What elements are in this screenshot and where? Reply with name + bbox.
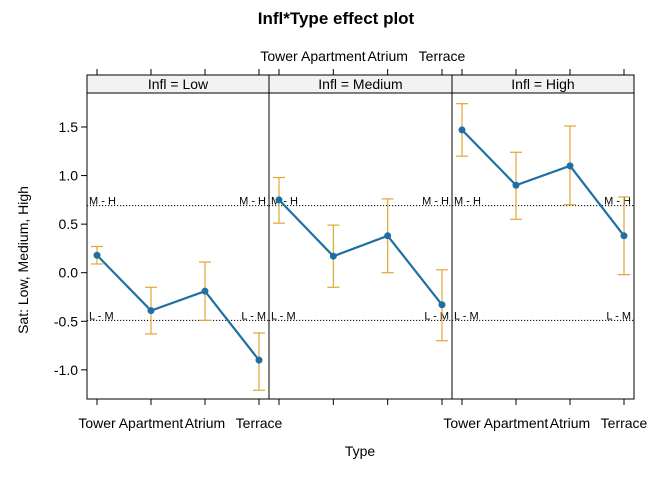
x-tick-label-bottom: Apartment — [484, 415, 549, 431]
reference-label-right: L - M — [241, 310, 266, 322]
y-tick-label: -0.5 — [54, 313, 78, 329]
reference-label-left: M - H — [454, 196, 481, 208]
y-axis: -1.0 -0.5 0.0 0.5 1.0 1.5 — [54, 119, 87, 378]
x-tick-label-top: Atrium — [367, 48, 407, 64]
effect-line — [96, 254, 260, 361]
y-tick-label: -1.0 — [54, 362, 78, 378]
bottom-axis-tick-labels: Tower Apartment Atrium Terrace Tower Apartmen… — [78, 399, 648, 431]
data-point — [384, 232, 392, 240]
x-tick-label-bottom: Atrium — [550, 415, 590, 431]
data-point — [438, 301, 446, 309]
panel-frame — [451, 92, 635, 400]
y-tick-label: 0.5 — [59, 216, 79, 232]
reference-label-left: L - M — [271, 310, 296, 322]
y-tick-label: 1.0 — [59, 168, 79, 184]
x-axis-label: Type — [345, 443, 376, 459]
chart-panels: Infl = Low M - H M - H L - M L - M Infl = Med… — [86, 74, 635, 400]
panel-strip-label: Infl = Low — [148, 76, 209, 92]
data-point — [620, 232, 628, 240]
data-point — [93, 251, 101, 259]
panel-frame — [86, 92, 270, 400]
x-tick-label-top: Apartment — [301, 48, 366, 64]
x-tick-label-bottom: Apartment — [119, 415, 184, 431]
panel-strip-label: Infl = Medium — [318, 76, 402, 92]
effect-line — [461, 129, 625, 237]
effect-line — [278, 199, 443, 306]
y-tick-label: 0.0 — [59, 265, 79, 281]
chart-title: Infl*Type effect plot — [258, 9, 415, 28]
x-tick-label-bottom: Atrium — [185, 415, 225, 431]
x-tick-label-bottom: Terrace — [236, 415, 283, 431]
data-point — [201, 287, 209, 295]
data-point — [255, 356, 263, 364]
reference-label-left: M - H — [89, 196, 116, 208]
reference-label-right: L - M — [424, 310, 449, 322]
x-tick-label-top: Terrace — [419, 48, 466, 64]
reference-label-right: M - H — [422, 196, 449, 208]
data-point — [566, 162, 574, 170]
reference-label-left: L - M — [454, 310, 479, 322]
reference-label-right: M - H — [239, 196, 266, 208]
data-point — [512, 181, 520, 189]
data-point — [329, 252, 337, 260]
x-tick-label-top: Tower — [260, 48, 298, 64]
reference-label-right: L - M — [606, 310, 631, 322]
x-tick-label-bottom: Tower — [78, 415, 116, 431]
panel-1: Infl = Low M - H M - H L - M L - M — [86, 74, 270, 400]
panel-strip-label: Infl = High — [511, 76, 574, 92]
data-point — [147, 307, 155, 315]
x-tick-label-bottom: Tower — [443, 415, 481, 431]
y-axis-label: Sat: Low, Medium, High — [15, 186, 31, 334]
reference-label-left: L - M — [89, 310, 114, 322]
x-tick-label-bottom: Terrace — [601, 415, 648, 431]
top-axis-tick-labels: Tower Apartment Atrium Terrace — [96, 48, 625, 75]
data-point — [275, 196, 283, 204]
y-tick-label: 1.5 — [59, 119, 79, 135]
data-point — [458, 126, 466, 134]
